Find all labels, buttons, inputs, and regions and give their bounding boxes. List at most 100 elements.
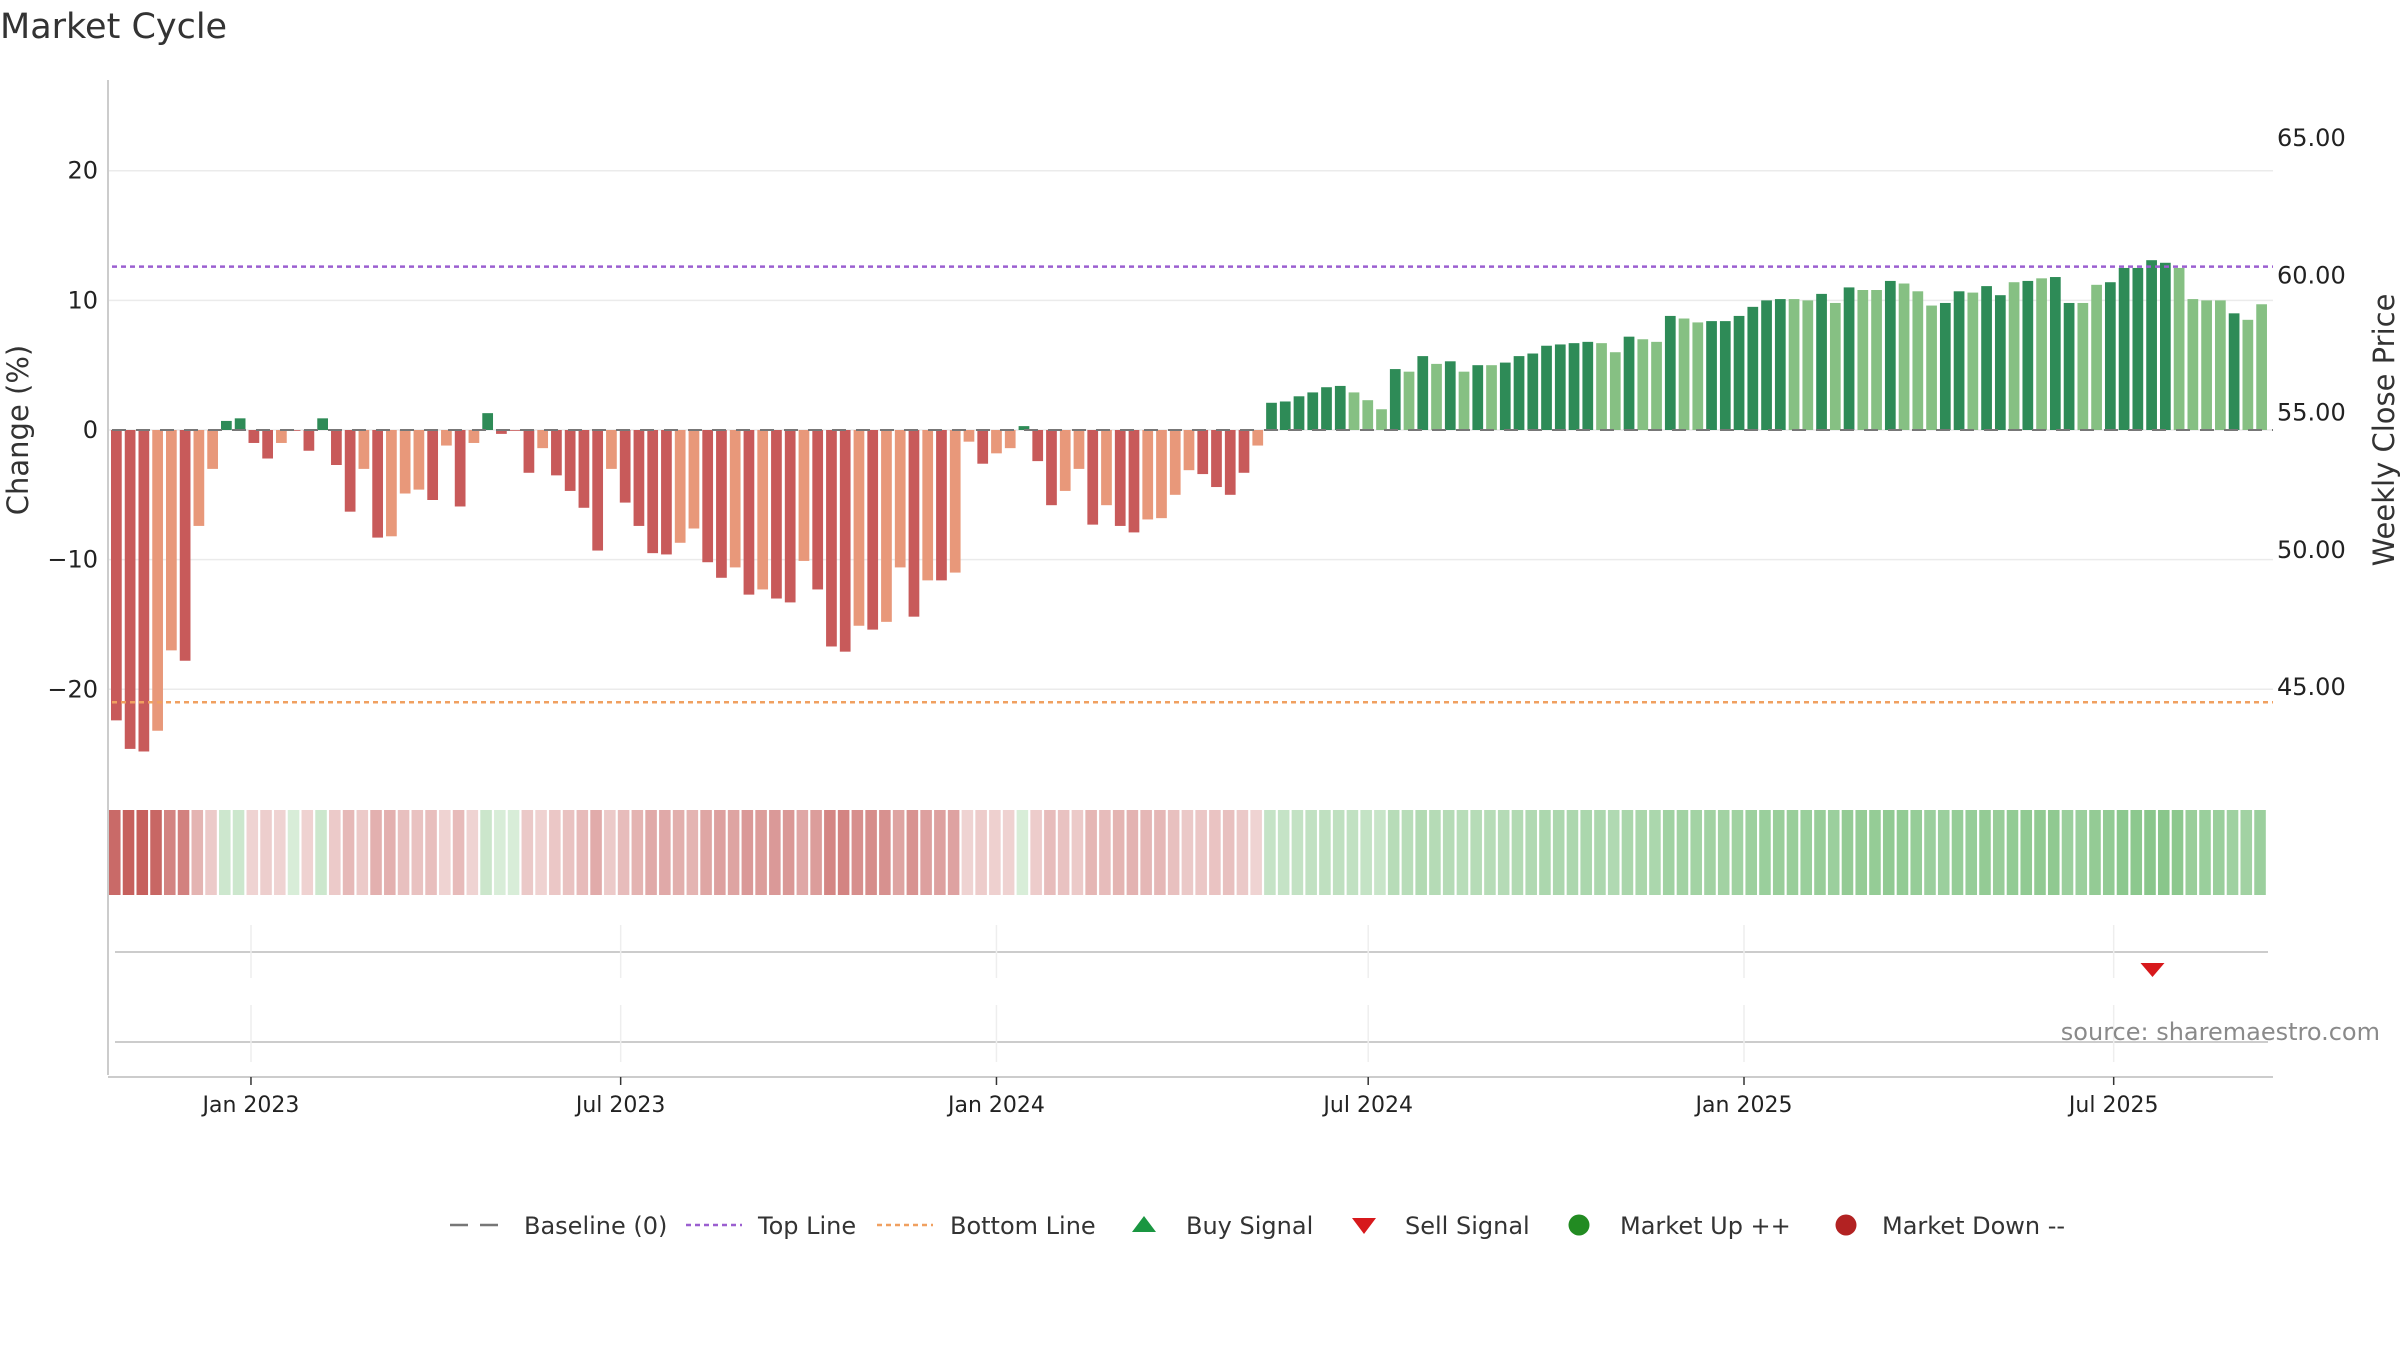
change-bar [303,430,315,451]
heat-cell [1112,810,1125,895]
change-bar [551,430,562,476]
change-bar [826,430,837,647]
heat-cell [1044,810,1056,895]
chart-legend: Baseline (0) Top Line Bottom Line Buy Signa… [450,1212,2065,1240]
change-bar [1541,345,1552,430]
change-bar [179,430,191,661]
change-bar [2187,299,2199,430]
heat-cell [975,810,987,895]
heat-cell [150,810,162,895]
heat-cell [549,810,561,895]
heat-cell [1992,810,2005,895]
change-bar [1238,430,1250,473]
heat-cell [521,810,534,895]
heat-cell [1786,810,1799,895]
heat-cell [1167,810,1180,895]
change-bar [2159,262,2171,430]
change-bar [1953,291,1965,430]
change-bar [1169,430,1181,495]
heat-cell [1484,810,1496,895]
change-bar [1554,344,1566,430]
change-bar [1871,290,1882,430]
change-bar [331,430,342,465]
change-bar [1032,430,1044,462]
heat-cell [1470,810,1482,895]
x-tick-label: Jan 2024 [946,1093,1045,1118]
heat-cell [1360,810,1372,895]
heat-cell [1731,810,1744,895]
change-bar [1403,371,1415,430]
heat-cell [1264,810,1276,895]
legend-swatch [1835,1214,1857,1236]
change-bar [1527,353,1539,430]
heat-cell [1814,810,1826,895]
legend-item: Baseline (0) [450,1212,667,1240]
change-bar [276,430,287,443]
heat-cell [2034,810,2046,895]
heat-cell [1841,810,1854,895]
heat-cell [1277,810,1290,895]
change-bar [1816,293,1827,430]
signal-panel [108,951,2273,1078]
heat-cell [1896,810,1909,895]
change-bar [441,430,452,446]
heat-cell [906,810,919,895]
change-bar [1197,430,1209,475]
heat-cell [1704,810,1716,895]
heat-cell [1772,810,1785,895]
heat-cell [1759,810,1771,895]
change-bar [344,430,356,512]
change-bar [1279,401,1291,430]
heat-cell [1415,810,1427,895]
change-bar [1389,369,1401,430]
legend-swatch [1352,1218,1376,1234]
change-bar [509,430,521,431]
heat-cell [714,810,726,895]
heat-cell [782,810,795,895]
heat-cell [1057,810,1070,895]
heat-cell [397,810,410,895]
heat-cell [672,810,685,895]
legend-item: Top Line [686,1212,856,1240]
change-bar [1142,430,1154,520]
left-tick-label: 10 [67,286,98,314]
heat-cell [590,810,602,895]
legend-item: Sell Signal [1352,1212,1530,1240]
heat-cell [1497,810,1510,895]
left-tick-label: −10 [47,546,98,574]
heat-cell [1236,810,1249,895]
heat-cell [824,810,836,895]
heat-cell [439,810,451,895]
change-bar [881,430,892,622]
change-bar [949,430,961,573]
heat-cell [989,810,1001,895]
heat-cell [2075,810,2088,895]
change-bar [1417,356,1429,430]
heat-cell [2061,810,2074,895]
change-bar [496,430,507,434]
heat-cell [2047,810,2060,895]
change-bar [991,430,1002,454]
change-bar [1651,341,1662,430]
heat-cell [1126,810,1139,895]
change-bar [1444,361,1456,430]
change-bar [922,430,934,581]
heat-cell [879,810,891,895]
heat-cell [755,810,767,895]
x-tick-label: Jul 2025 [2067,1093,2159,1118]
source-credit: source: sharemaestro.com [2061,1018,2380,1046]
change-bar [1912,291,1924,430]
heat-cell [1937,810,1950,895]
x-tick-label: Jul 2024 [1321,1093,1413,1118]
change-bar [193,430,205,526]
heat-cell [947,810,960,895]
change-bar [1706,321,1717,430]
heat-cell [1951,810,1964,895]
heat-cell [1250,810,1262,895]
heat-cell [934,810,946,895]
change-bar [606,430,617,469]
change-bar [1678,318,1690,430]
reference-lines [112,265,2273,704]
change-bar [523,430,535,473]
heat-cell [370,810,382,895]
